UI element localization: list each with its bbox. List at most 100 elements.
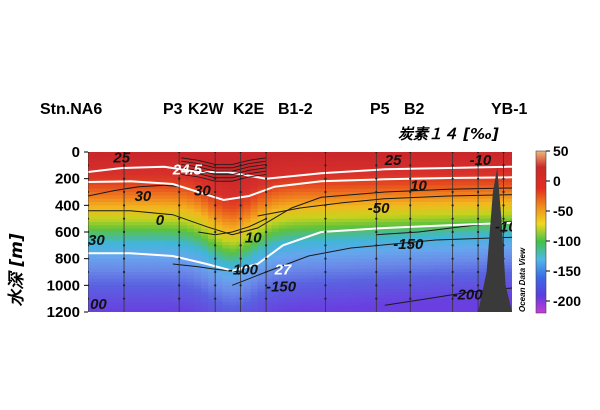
field-cell — [462, 192, 471, 196]
field-cell — [349, 225, 358, 230]
field-cell — [462, 215, 471, 220]
field-cell — [483, 198, 492, 203]
field-cell — [201, 245, 209, 250]
field-cell — [208, 265, 216, 270]
field-cell — [102, 178, 110, 183]
field-cell — [406, 295, 414, 300]
field-cell — [307, 208, 315, 213]
sample-point — [88, 190, 90, 194]
field-cell — [215, 215, 223, 220]
field-cell — [398, 292, 407, 296]
station-label-yb-1: YB-1 — [491, 101, 528, 118]
field-cell — [314, 265, 322, 270]
field-cell — [469, 285, 478, 290]
field-cell — [137, 235, 146, 240]
field-cell — [88, 228, 96, 233]
sample-point — [451, 244, 454, 247]
field-cell — [285, 252, 294, 256]
field-cell — [448, 255, 457, 260]
field-cell — [413, 178, 421, 183]
field-cell — [285, 238, 294, 243]
field-cell — [292, 162, 301, 166]
y-axis-label: 水深 [m] — [7, 233, 27, 306]
field-cell — [151, 282, 160, 286]
field-cell — [370, 262, 379, 266]
field-cell — [441, 288, 449, 293]
sample-point — [476, 244, 480, 247]
field-cell — [448, 288, 457, 293]
field-cell — [250, 242, 259, 246]
field-cell — [285, 245, 294, 250]
field-cell — [116, 192, 124, 196]
field-cell — [88, 278, 96, 283]
field-cell — [398, 275, 407, 280]
field-cell — [285, 178, 294, 183]
field-cell — [229, 245, 237, 250]
field-cell — [321, 245, 329, 250]
sample-point — [239, 217, 242, 220]
field-cell — [413, 182, 421, 186]
field-cell — [497, 215, 506, 220]
field-cell — [406, 185, 414, 190]
field-cell — [342, 198, 351, 203]
field-cell — [476, 232, 485, 236]
field-cell — [384, 208, 393, 213]
sample-point — [375, 257, 378, 260]
field-cell — [88, 248, 96, 253]
contour-label: 10 — [410, 177, 427, 194]
field-cell — [441, 238, 449, 243]
field-cell — [469, 172, 478, 176]
field-cell — [335, 198, 343, 203]
field-cell — [179, 305, 188, 310]
field-cell — [427, 235, 435, 240]
sample-point — [264, 190, 268, 194]
field-cell — [427, 192, 435, 196]
field-cell — [349, 272, 358, 276]
field-cell — [377, 288, 386, 293]
field-cell — [497, 188, 506, 193]
field-cell — [201, 285, 209, 290]
field-cell — [194, 288, 202, 293]
field-cell — [307, 222, 315, 226]
field-cell — [356, 158, 365, 163]
sample-point — [375, 152, 378, 154]
field-cell — [476, 228, 485, 233]
field-cell — [271, 228, 280, 233]
field-cell — [342, 248, 351, 253]
field-cell — [144, 242, 153, 246]
field-cell — [370, 305, 379, 310]
field-cell — [504, 268, 512, 273]
field-cell — [215, 172, 223, 176]
field-cell — [257, 252, 266, 256]
field-cell — [391, 202, 400, 206]
field-cell — [179, 158, 188, 163]
field-cell — [172, 238, 181, 243]
field-cell — [236, 182, 245, 186]
field-cell — [307, 188, 315, 193]
sample-point — [264, 204, 268, 207]
field-cell — [88, 232, 96, 236]
field-cell — [342, 298, 351, 303]
field-cell — [165, 275, 174, 280]
sample-point — [264, 217, 268, 220]
field-cell — [328, 288, 336, 293]
field-cell — [370, 258, 379, 263]
field-cell — [144, 232, 153, 236]
field-cell — [300, 178, 308, 183]
field-cell — [292, 212, 301, 216]
field-cell — [349, 285, 358, 290]
field-cell — [243, 202, 252, 206]
field-cell — [497, 195, 506, 200]
field-cell — [151, 272, 160, 276]
field-cell — [434, 188, 442, 193]
field-cell — [497, 205, 506, 210]
field-cell — [285, 248, 294, 253]
field-cell — [257, 262, 266, 266]
field-cell — [469, 228, 478, 233]
field-cell — [448, 208, 457, 213]
field-cell — [455, 182, 464, 186]
field-cell — [448, 295, 457, 300]
field-cell — [123, 285, 131, 290]
sample-point — [88, 244, 90, 247]
field-cell — [349, 172, 358, 176]
